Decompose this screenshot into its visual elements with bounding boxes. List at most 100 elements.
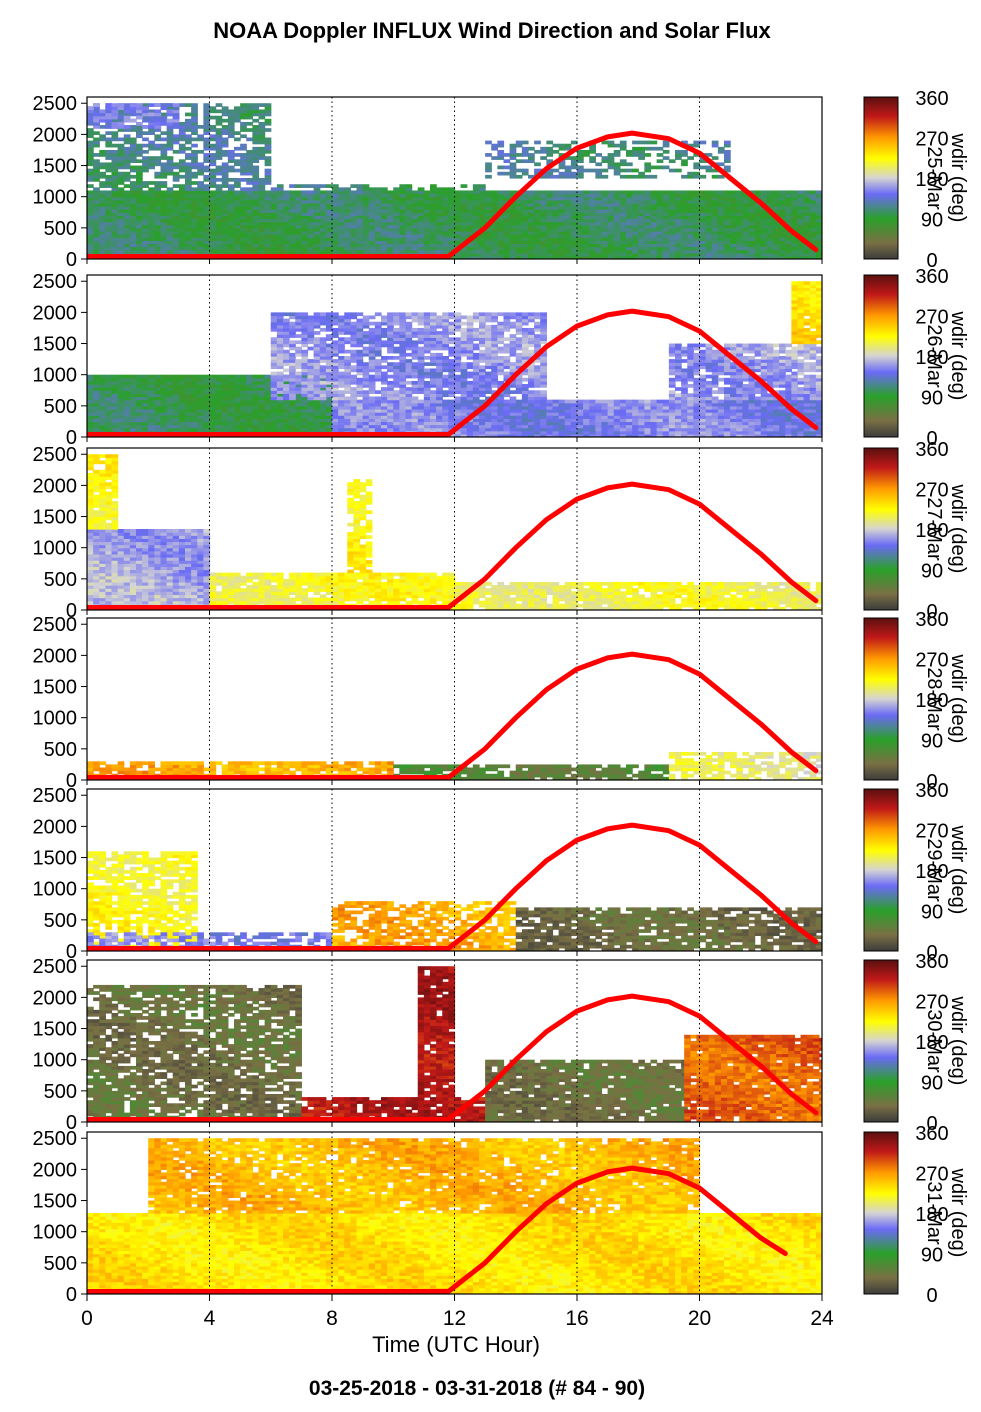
- heatmap-cell: [154, 199, 162, 204]
- heatmap-cell: [215, 143, 223, 148]
- heatmap-cell: [136, 149, 143, 154]
- heatmap-cell: [460, 249, 468, 254]
- heatmap-cell: [632, 146, 639, 151]
- heatmap-cell: [166, 118, 174, 123]
- heatmap-cell: [485, 240, 492, 245]
- heatmap-cell: [123, 424, 131, 429]
- heatmap-cell: [215, 168, 223, 173]
- heatmap-cell: [105, 240, 113, 245]
- heatmap-cell: [540, 246, 547, 251]
- heatmap-cell: [540, 421, 547, 426]
- heatmap-cell: [797, 224, 805, 229]
- heatmap-cell: [221, 237, 229, 241]
- heatmap-cell: [454, 399, 462, 404]
- heatmap-cell: [136, 415, 143, 419]
- heatmap-cell: [803, 230, 811, 235]
- heatmap-cell: [105, 103, 113, 107]
- heatmap-cell: [246, 380, 253, 385]
- heatmap-cell: [129, 156, 137, 160]
- heatmap-cell: [178, 396, 186, 401]
- heatmap-cell: [87, 115, 94, 120]
- heatmap-cell: [234, 393, 241, 398]
- heatmap-cell: [521, 433, 529, 437]
- heatmap-cell: [240, 249, 247, 254]
- heatmap-cell: [509, 255, 517, 259]
- heatmap-cell: [240, 427, 247, 432]
- heatmap-cell: [105, 421, 113, 426]
- heatmap-cell: [203, 159, 211, 164]
- heatmap-cell: [111, 418, 119, 423]
- heatmap-cell: [142, 240, 149, 245]
- heatmap-cell: [209, 153, 217, 157]
- heatmap-cell: [215, 121, 223, 126]
- heatmap-cell: [344, 240, 351, 245]
- heatmap-cell: [191, 118, 198, 123]
- heatmap-cell: [258, 408, 266, 413]
- heatmap-cell: [209, 396, 217, 401]
- heatmap-cell: [111, 230, 119, 235]
- heatmap-cell: [564, 418, 572, 423]
- heatmap-cell: [785, 212, 792, 216]
- heatmap-cell: [105, 181, 113, 185]
- heatmap-cell: [258, 221, 266, 226]
- heatmap-cell: [570, 159, 578, 164]
- heatmap-cell: [595, 243, 603, 248]
- heatmap-cell: [381, 227, 388, 232]
- heatmap-cell: [454, 193, 462, 198]
- heatmap-cell: [185, 237, 192, 241]
- heatmap-cell: [736, 209, 743, 213]
- heatmap-cell: [460, 405, 468, 410]
- heatmap-cell: [791, 206, 799, 210]
- heatmap-cell: [632, 202, 639, 207]
- heatmap-cell: [93, 427, 100, 432]
- heatmap-cell: [160, 168, 168, 173]
- heatmap-cell: [325, 427, 333, 432]
- heatmap-cell: [252, 218, 260, 223]
- heatmap-cell: [252, 190, 260, 195]
- heatmap-cell: [607, 162, 615, 167]
- heatmap-cell: [528, 252, 535, 257]
- heatmap-cell: [264, 178, 272, 182]
- heatmap-cell: [411, 218, 419, 223]
- heatmap-cell: [136, 399, 143, 404]
- heatmap-cell: [766, 218, 774, 223]
- heatmap-cell: [656, 190, 664, 195]
- heatmap-cell: [577, 243, 584, 248]
- heatmap-cell: [258, 396, 266, 401]
- heatmap-cell: [693, 174, 701, 179]
- heatmap-cell: [632, 193, 639, 198]
- heatmap-cell: [240, 234, 247, 238]
- heatmap-cell: [123, 193, 131, 198]
- heatmap-cell: [393, 402, 400, 407]
- heatmap-cell: [191, 109, 198, 114]
- heatmap-cell: [295, 199, 302, 204]
- heatmap-cell: [430, 218, 437, 223]
- heatmap-cell: [160, 181, 168, 185]
- heatmap-cell: [521, 230, 529, 235]
- heatmap-cell: [528, 412, 535, 416]
- heatmap-cell: [93, 178, 100, 182]
- heatmap-cell: [411, 240, 419, 245]
- heatmap-cell: [730, 218, 737, 223]
- heatmap-cell: [258, 140, 266, 145]
- heatmap-cell: [589, 402, 596, 407]
- heatmap-cell: [368, 240, 376, 245]
- heatmap-cell: [99, 384, 106, 388]
- heatmap-cell: [289, 246, 296, 251]
- heatmap-cell: [699, 196, 707, 201]
- heatmap-cell: [577, 227, 584, 232]
- heatmap-cell: [448, 424, 456, 429]
- heatmap-cell: [693, 215, 701, 220]
- heatmap-cell: [166, 405, 174, 410]
- heatmap-cell: [197, 405, 204, 410]
- heatmap-cell: [436, 408, 443, 413]
- heatmap-cell: [325, 193, 333, 198]
- heatmap-cell: [129, 159, 137, 164]
- heatmap-cell: [246, 415, 253, 419]
- heatmap-cell: [160, 393, 168, 398]
- heatmap-cell: [252, 240, 260, 245]
- heatmap-cell: [521, 153, 529, 157]
- heatmap-cell: [479, 424, 486, 429]
- heatmap-cell: [558, 234, 566, 238]
- heatmap-cell: [693, 224, 701, 229]
